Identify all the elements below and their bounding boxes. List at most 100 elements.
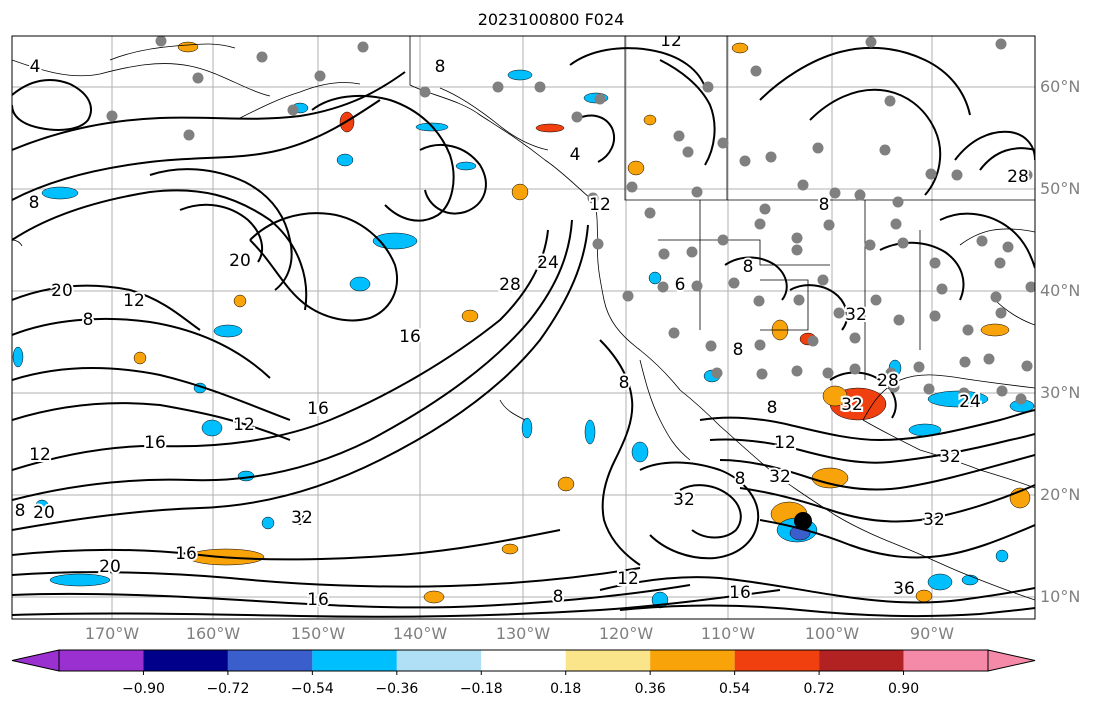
coastline xyxy=(679,389,836,516)
station-marker xyxy=(994,257,1006,269)
station-marker xyxy=(753,295,765,307)
contour-label: 8 xyxy=(819,195,830,215)
contour-label: 16 xyxy=(144,433,166,453)
coastline xyxy=(439,87,549,151)
contour-label: 8 xyxy=(743,257,754,277)
station-marker xyxy=(962,324,974,336)
station-marker xyxy=(888,381,900,393)
contour-label: 12 xyxy=(233,415,255,435)
station-marker xyxy=(702,81,714,93)
station-marker xyxy=(990,291,1002,303)
shaded-cell xyxy=(12,346,24,368)
lat-lon-grid xyxy=(12,36,1035,619)
contour-label: 32 xyxy=(845,305,867,325)
station-marker xyxy=(686,246,698,258)
station-marker xyxy=(890,218,902,230)
contour-line xyxy=(569,47,707,91)
contour-label: 16 xyxy=(307,399,329,419)
station-marker xyxy=(314,70,326,82)
shaded-cell xyxy=(927,573,953,591)
contour-line xyxy=(619,604,1035,618)
coastline xyxy=(409,36,591,199)
contour-line xyxy=(311,94,455,222)
station-marker xyxy=(754,218,766,230)
contour-label: 20 xyxy=(99,557,121,577)
station-marker xyxy=(849,332,861,344)
contour-line xyxy=(12,71,406,151)
shaded-cell xyxy=(177,41,199,53)
station-marker xyxy=(682,146,694,158)
colorbar-tick-label: −0.54 xyxy=(290,681,334,697)
contour-label: 28 xyxy=(1007,167,1029,187)
station-marker xyxy=(829,187,841,199)
contour-line xyxy=(12,224,589,531)
station-marker xyxy=(534,81,546,93)
latitude-label: 20°N xyxy=(1040,485,1081,504)
station-marker xyxy=(739,155,751,167)
shaded-cell xyxy=(643,114,657,126)
station-marker xyxy=(897,237,909,249)
longitude-label: 90°W xyxy=(909,624,955,643)
contour-line xyxy=(724,256,788,301)
colorbar-segment xyxy=(565,650,651,671)
contour-label: 8 xyxy=(15,501,26,521)
colorbar xyxy=(11,649,1036,675)
coastline xyxy=(994,299,1035,326)
colorbar-tick-label: 0.54 xyxy=(719,681,751,697)
station-marker xyxy=(791,365,803,377)
station-marker xyxy=(765,151,777,163)
shaded-cell xyxy=(501,543,519,555)
contour-line xyxy=(954,130,1035,161)
contour-label: 24 xyxy=(959,392,981,412)
station-marker xyxy=(913,361,925,373)
contour-label: 28 xyxy=(499,275,521,295)
coastline xyxy=(109,43,236,61)
station-marker xyxy=(106,110,118,122)
shaded-cell xyxy=(584,419,596,445)
contour-label: 20 xyxy=(51,281,73,301)
contour-label: 12 xyxy=(774,433,796,453)
colorbar-segment xyxy=(312,650,397,671)
contour-label: 20 xyxy=(33,503,55,523)
contour-label: 36 xyxy=(893,579,915,599)
shaded-cell xyxy=(511,183,529,201)
shaded-cell xyxy=(648,271,662,285)
station-marker xyxy=(571,111,583,123)
contour-label: 8 xyxy=(553,587,564,607)
station-marker xyxy=(976,235,988,247)
contour-label: 4 xyxy=(30,57,41,77)
station-marker xyxy=(996,385,1008,397)
station-marker xyxy=(1025,281,1035,293)
contour-label: 8 xyxy=(435,57,446,77)
contour-label: 8 xyxy=(735,469,746,489)
latitude-label: 40°N xyxy=(1040,281,1081,300)
colorbar-tick-label: 0.72 xyxy=(803,681,835,697)
contour-label: 16 xyxy=(175,544,197,564)
shaded-cell xyxy=(213,324,243,338)
station-marker xyxy=(865,36,877,48)
station-marker xyxy=(797,179,809,191)
longitude-label: 150°W xyxy=(290,624,346,643)
station-marker xyxy=(929,310,941,322)
station-marker xyxy=(885,367,897,379)
contour-label: 20 xyxy=(229,251,251,271)
station-marker xyxy=(923,383,935,395)
contour-line xyxy=(12,219,573,501)
shaded-cell xyxy=(822,385,848,407)
contour-label: 32 xyxy=(841,395,863,415)
colorbar-segment xyxy=(734,650,820,671)
contour-line xyxy=(699,409,1035,442)
shaded-cell xyxy=(201,419,223,437)
station-marker xyxy=(958,387,970,399)
colorbar-tick-label: −0.18 xyxy=(459,681,503,697)
longitude-label: 100°W xyxy=(804,624,860,643)
contour-line xyxy=(759,46,971,116)
contour-line xyxy=(419,144,487,215)
contour-line xyxy=(12,529,561,561)
shaded-cell xyxy=(233,294,247,308)
contour-label: 8 xyxy=(619,373,630,393)
coastline xyxy=(639,359,691,461)
colorbar-tick-label: −0.72 xyxy=(206,681,250,697)
contour-line xyxy=(149,168,293,291)
station-marker xyxy=(492,81,504,93)
